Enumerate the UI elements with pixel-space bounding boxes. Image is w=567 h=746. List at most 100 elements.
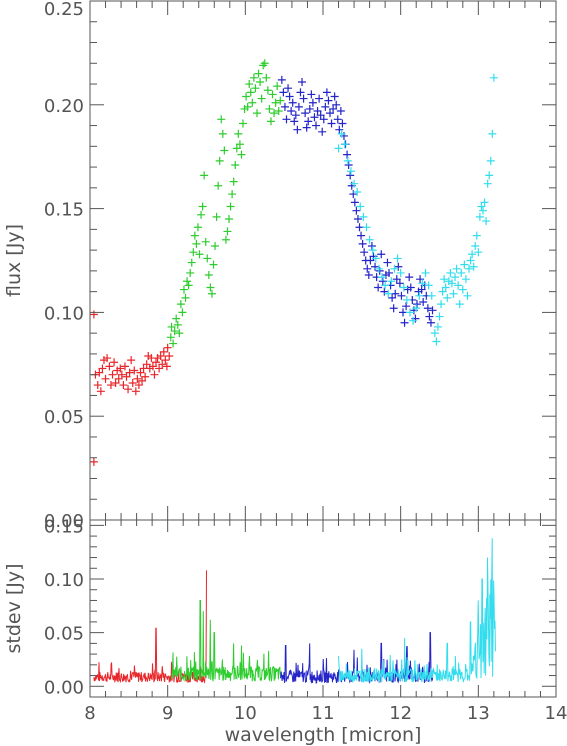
flux-point xyxy=(163,343,172,352)
flux-point xyxy=(440,275,449,284)
flux-point xyxy=(393,254,402,263)
flux-point xyxy=(480,198,489,207)
flux-point xyxy=(245,80,254,89)
flux-point xyxy=(397,291,406,300)
flux-point xyxy=(343,150,352,159)
stdev-xtick-label: 14 xyxy=(545,703,567,724)
flux-point xyxy=(167,322,176,331)
flux-ytick-label: 0.15 xyxy=(44,200,84,221)
flux-point xyxy=(242,92,251,101)
flux-point xyxy=(169,339,178,348)
flux-point xyxy=(485,171,494,180)
flux-point xyxy=(349,190,358,199)
flux-point xyxy=(365,235,374,244)
flux-point xyxy=(290,117,299,126)
flux-point xyxy=(355,223,364,232)
flux-point xyxy=(220,146,229,155)
flux-point xyxy=(218,129,227,138)
flux-point xyxy=(486,156,495,165)
flux-point xyxy=(190,231,199,240)
flux-point xyxy=(437,300,446,309)
flux-point xyxy=(418,279,427,288)
flux-point xyxy=(447,279,456,288)
flux-point xyxy=(293,125,302,134)
stdev-series-3 xyxy=(338,538,496,683)
flux-point xyxy=(98,364,107,373)
flux-point xyxy=(449,289,458,298)
stdev-ytick-label: 0.00 xyxy=(44,677,84,698)
flux-point xyxy=(284,84,293,93)
flux-point xyxy=(192,239,201,248)
flux-point xyxy=(469,262,478,271)
flux-point xyxy=(396,268,405,277)
stdev-xtick-label: 13 xyxy=(467,703,490,724)
stdev-xtick-label: 8 xyxy=(84,703,95,724)
flux-point xyxy=(287,107,296,116)
flux-point xyxy=(392,275,401,284)
flux-point xyxy=(364,271,373,280)
flux-point xyxy=(426,318,435,327)
flux-series-2 xyxy=(277,75,437,327)
flux-point xyxy=(324,96,333,105)
flux-point xyxy=(302,123,311,132)
flux-point xyxy=(338,119,347,128)
flux-point xyxy=(346,171,355,180)
flux-point xyxy=(252,109,261,118)
flux-point xyxy=(438,287,447,296)
flux-point xyxy=(335,125,344,134)
flux-point xyxy=(239,119,248,128)
flux-point xyxy=(152,358,161,367)
flux-point xyxy=(96,387,105,396)
flux-point xyxy=(223,227,232,236)
flux-point xyxy=(127,356,136,365)
flux-point xyxy=(133,374,142,383)
flux-point xyxy=(477,202,486,211)
flux-point xyxy=(105,362,114,371)
flux-point xyxy=(428,306,437,315)
flux-point xyxy=(443,293,452,302)
flux-point xyxy=(371,262,380,271)
stdev-xtick-label: 9 xyxy=(162,703,173,724)
flux-point xyxy=(276,96,285,105)
flux-point xyxy=(159,347,168,356)
flux-point xyxy=(378,277,387,286)
flux-point xyxy=(228,190,237,199)
flux-point xyxy=(204,271,213,280)
stdev-xtick-label: 11 xyxy=(312,703,335,724)
flux-point xyxy=(234,129,243,138)
flux-point xyxy=(214,181,223,190)
flux-point xyxy=(265,104,274,113)
x-axis-title: wavelength [micron] xyxy=(225,724,422,746)
flux-point xyxy=(162,362,171,371)
flux-point xyxy=(237,150,246,159)
flux-point xyxy=(103,354,112,363)
flux-point xyxy=(489,73,498,82)
flux-point xyxy=(377,250,386,259)
flux-point xyxy=(356,202,365,211)
stdev-ytick-label: 0.10 xyxy=(44,570,84,591)
flux-point xyxy=(333,115,342,124)
stdev-y-axis-title: stdev [Jy] xyxy=(3,563,25,653)
flux-point xyxy=(391,289,400,298)
flux-point xyxy=(371,254,380,263)
stdev-ytick-label: 0.05 xyxy=(44,624,84,645)
flux-point xyxy=(246,88,255,97)
flux-panel: 0.00 0.05 0.10 0.15 0.20 0.25 flux [Jy] xyxy=(3,0,557,532)
flux-point xyxy=(235,140,244,149)
flux-point xyxy=(446,268,455,277)
flux-point xyxy=(304,117,313,126)
flux-point xyxy=(134,381,143,390)
flux-point xyxy=(176,300,185,309)
flux-point xyxy=(336,107,345,116)
flux-point xyxy=(298,77,307,86)
flux-point xyxy=(378,273,387,282)
flux-point xyxy=(195,250,204,259)
flux-point xyxy=(150,370,159,379)
flux-point xyxy=(266,117,275,126)
flux-point xyxy=(142,360,151,369)
flux-point xyxy=(424,281,433,290)
flux-point xyxy=(254,69,263,78)
flux-point xyxy=(257,94,266,103)
flux-point xyxy=(374,264,383,273)
flux-point xyxy=(329,104,338,113)
